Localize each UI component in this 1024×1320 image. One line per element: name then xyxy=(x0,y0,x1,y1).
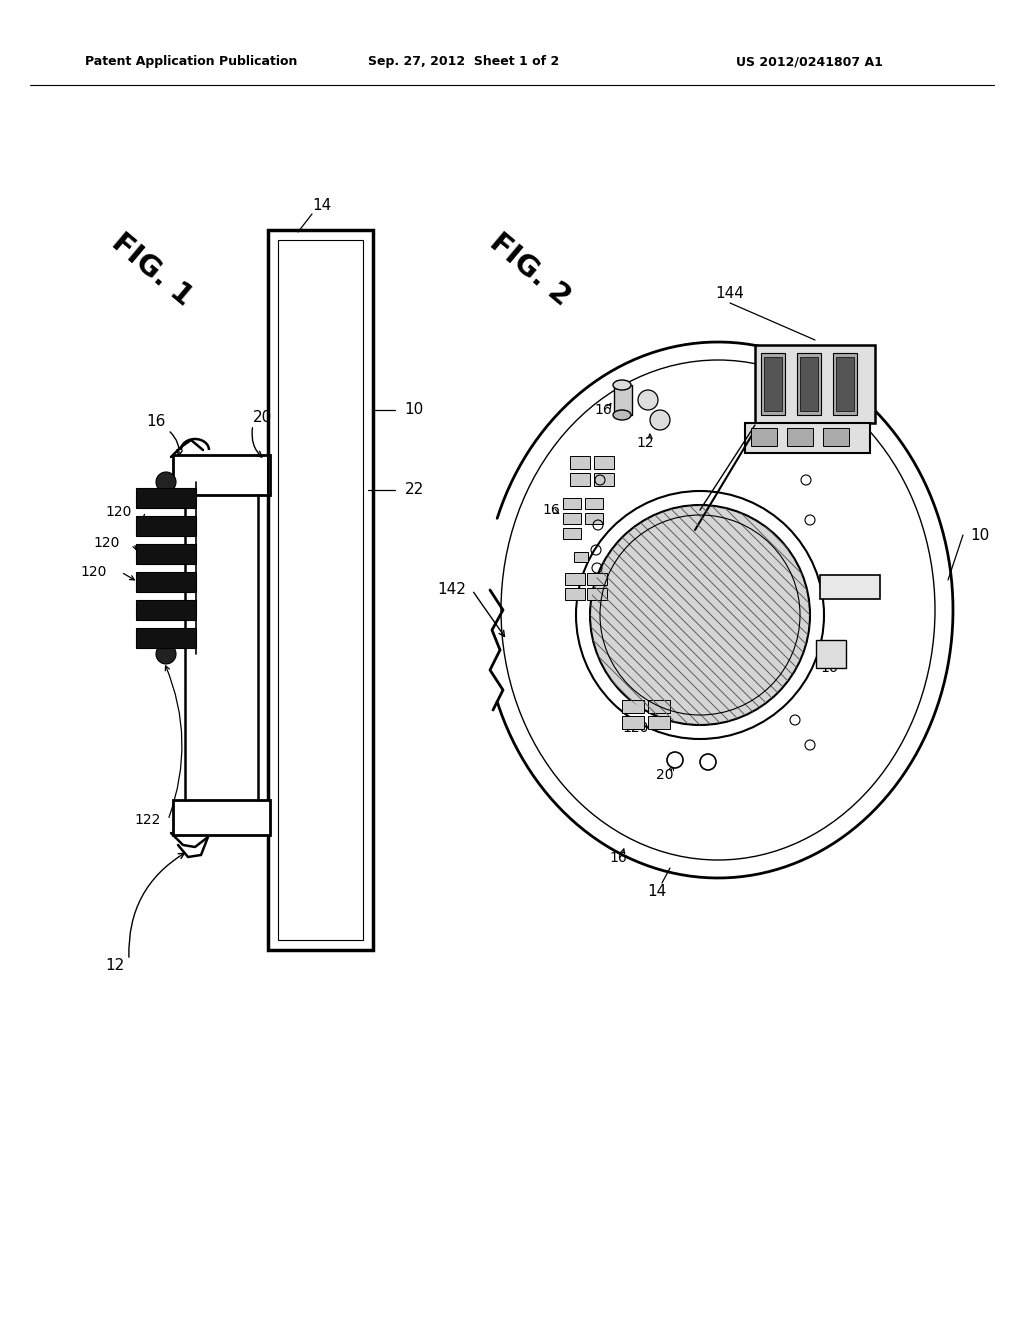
Bar xyxy=(622,715,644,729)
Bar xyxy=(563,528,581,539)
Bar xyxy=(136,516,196,536)
Text: Sep. 27, 2012  Sheet 1 of 2: Sep. 27, 2012 Sheet 1 of 2 xyxy=(368,55,559,69)
Text: 144: 144 xyxy=(716,285,744,301)
Bar xyxy=(594,455,614,469)
Text: 12: 12 xyxy=(636,436,653,450)
Bar xyxy=(136,544,196,564)
Circle shape xyxy=(700,754,716,770)
Ellipse shape xyxy=(613,380,631,389)
Ellipse shape xyxy=(483,342,953,878)
Bar xyxy=(836,356,854,411)
Text: 120: 120 xyxy=(622,721,648,735)
Bar xyxy=(563,513,581,524)
Bar xyxy=(755,345,874,422)
Text: 20: 20 xyxy=(253,409,272,425)
Bar xyxy=(764,356,782,411)
Circle shape xyxy=(156,473,176,492)
Circle shape xyxy=(650,411,670,430)
Bar xyxy=(833,352,857,414)
Bar xyxy=(585,498,603,510)
Bar xyxy=(614,385,632,414)
Bar xyxy=(565,587,585,601)
Bar xyxy=(823,428,849,446)
Bar xyxy=(278,240,362,940)
Bar xyxy=(136,488,196,508)
Bar xyxy=(574,552,588,562)
Text: 16: 16 xyxy=(820,661,838,675)
Text: FIG. 1: FIG. 1 xyxy=(106,228,198,312)
Text: 10: 10 xyxy=(404,403,424,417)
Bar xyxy=(136,572,196,591)
Text: FIG. 2: FIG. 2 xyxy=(484,228,575,312)
Text: 120: 120 xyxy=(93,536,120,550)
Bar xyxy=(587,573,607,585)
Text: 12: 12 xyxy=(105,957,125,973)
Bar xyxy=(761,352,785,414)
Bar xyxy=(136,601,196,620)
Text: 20: 20 xyxy=(656,768,674,781)
Text: 14: 14 xyxy=(647,884,667,899)
Text: 122: 122 xyxy=(135,813,161,828)
Bar xyxy=(816,640,846,668)
Bar xyxy=(797,352,821,414)
Bar xyxy=(648,715,670,729)
Circle shape xyxy=(590,506,810,725)
Circle shape xyxy=(638,389,658,411)
Text: 142: 142 xyxy=(437,582,467,598)
Bar xyxy=(563,498,581,510)
Bar xyxy=(622,700,644,713)
Bar xyxy=(570,473,590,486)
Circle shape xyxy=(575,491,824,739)
Circle shape xyxy=(667,752,683,768)
Text: 120: 120 xyxy=(105,506,132,519)
Bar xyxy=(787,428,813,446)
Bar xyxy=(820,576,880,599)
Bar xyxy=(268,230,373,950)
Bar xyxy=(570,455,590,469)
Text: 16: 16 xyxy=(609,851,627,865)
Bar xyxy=(800,356,818,411)
Bar xyxy=(648,700,670,713)
Bar xyxy=(173,800,270,836)
Bar xyxy=(585,513,603,524)
Text: US 2012/0241807 A1: US 2012/0241807 A1 xyxy=(736,55,883,69)
Text: 22: 22 xyxy=(404,483,424,498)
Text: 10: 10 xyxy=(971,528,989,543)
Text: 120: 120 xyxy=(81,565,106,579)
Bar xyxy=(751,428,777,446)
Circle shape xyxy=(156,644,176,664)
Text: 14: 14 xyxy=(312,198,332,214)
Bar xyxy=(587,587,607,601)
Ellipse shape xyxy=(613,411,631,420)
Bar xyxy=(136,628,196,648)
Bar xyxy=(173,455,270,495)
Text: 16: 16 xyxy=(146,414,166,429)
Text: 16: 16 xyxy=(594,403,612,417)
Bar xyxy=(565,573,585,585)
Bar xyxy=(745,422,870,453)
Bar xyxy=(594,473,614,486)
Text: Patent Application Publication: Patent Application Publication xyxy=(85,55,297,69)
Text: 16: 16 xyxy=(542,503,560,517)
